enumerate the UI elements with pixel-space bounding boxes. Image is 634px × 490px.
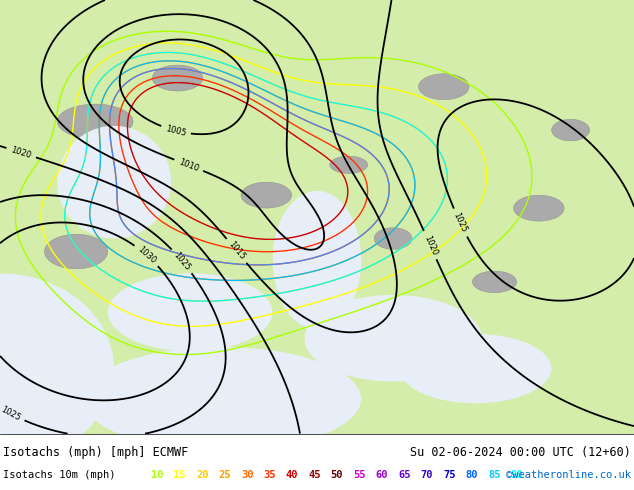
Text: 1005: 1005 — [165, 124, 187, 138]
Text: 1010: 1010 — [178, 157, 200, 173]
Text: 20: 20 — [196, 470, 209, 480]
Text: 1025: 1025 — [451, 211, 469, 234]
Text: Isotachs 10m (mph): Isotachs 10m (mph) — [3, 470, 115, 480]
Text: 30: 30 — [241, 470, 254, 480]
Text: 85: 85 — [488, 470, 500, 480]
Text: ©weatheronline.co.uk: ©weatheronline.co.uk — [506, 470, 631, 480]
Text: 35: 35 — [263, 470, 276, 480]
Text: Isotachs (mph) [mph] ECMWF: Isotachs (mph) [mph] ECMWF — [3, 446, 188, 459]
Text: 1025: 1025 — [172, 250, 192, 272]
Text: Su 02-06-2024 00:00 UTC (12+60): Su 02-06-2024 00:00 UTC (12+60) — [410, 446, 631, 459]
Text: 1015: 1015 — [226, 240, 247, 262]
Text: 10: 10 — [151, 470, 164, 480]
Text: 1025: 1025 — [0, 405, 22, 422]
Text: 15: 15 — [174, 470, 186, 480]
Text: 80: 80 — [465, 470, 478, 480]
Text: 55: 55 — [353, 470, 366, 480]
Text: 25: 25 — [218, 470, 231, 480]
Text: 75: 75 — [443, 470, 456, 480]
Text: 40: 40 — [286, 470, 298, 480]
Text: 50: 50 — [331, 470, 343, 480]
Text: 60: 60 — [376, 470, 388, 480]
Text: 1030: 1030 — [136, 245, 158, 266]
Text: 1020: 1020 — [422, 234, 439, 257]
Text: 45: 45 — [308, 470, 321, 480]
Text: 90: 90 — [510, 470, 523, 480]
Text: 65: 65 — [398, 470, 411, 480]
Text: 70: 70 — [420, 470, 433, 480]
Text: 1020: 1020 — [10, 145, 32, 160]
